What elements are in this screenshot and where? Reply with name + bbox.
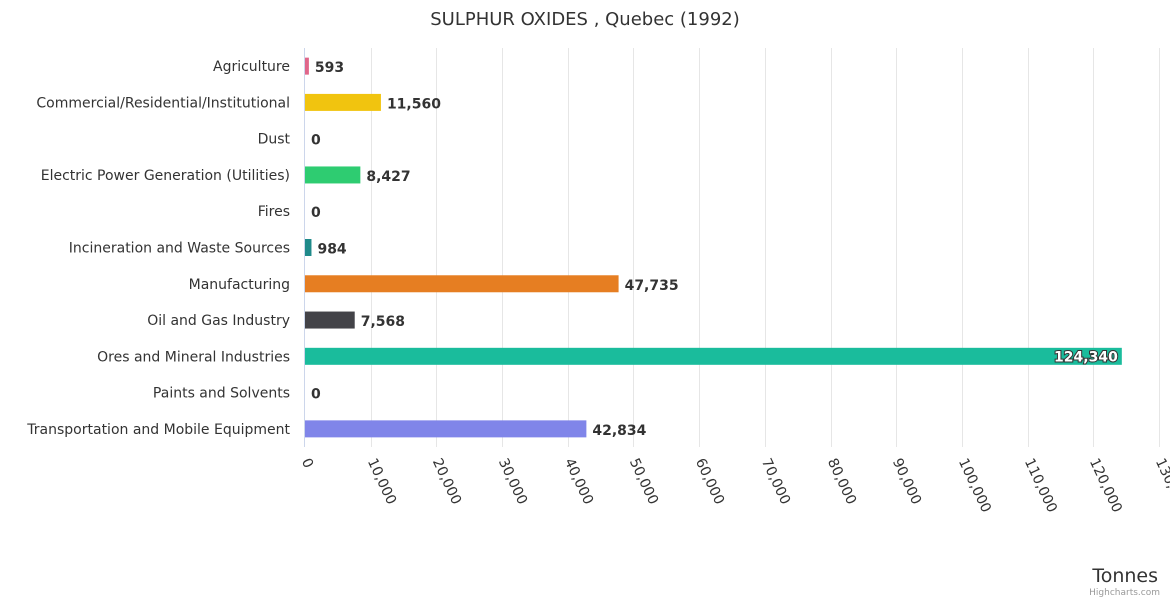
bar: [305, 420, 587, 438]
category-label: Electric Power Generation (Utilities): [41, 168, 290, 184]
bar: [305, 166, 361, 184]
data-label: 0: [311, 205, 321, 221]
bar: [305, 239, 312, 256]
gridlines: [371, 48, 1160, 447]
category-label: Ores and Mineral Industries: [97, 349, 290, 365]
data-labels: 593 11,560 0 8,427 0 984 47,735 7,568 124,340 0 42…: [311, 60, 1119, 439]
data-label: 124,340: [1054, 349, 1118, 365]
data-label: 11,560: [387, 96, 441, 112]
category-label: Incineration and Waste Sources: [69, 241, 290, 257]
category-label: Agriculture: [213, 59, 290, 75]
data-label: 7,568: [361, 314, 405, 330]
category-label: Fires: [258, 204, 290, 220]
category-label: Paints and Solvents: [153, 386, 290, 402]
data-label: 593: [315, 60, 344, 76]
category-label: Transportation and Mobile Equipment: [26, 422, 290, 438]
data-label: 0: [311, 387, 321, 403]
category-label: Oil and Gas Industry: [147, 313, 290, 329]
credits-link[interactable]: Highcharts.com: [1089, 588, 1160, 598]
chart-title: SULPHUR OXIDES , Quebec (1992): [430, 9, 740, 30]
data-label: 42,834: [592, 423, 646, 439]
bars: [305, 57, 1122, 438]
category-label: Dust: [258, 132, 291, 148]
data-label: 984: [317, 242, 346, 258]
bar: [305, 311, 355, 329]
data-label: 0: [311, 133, 321, 149]
value-axis-title: Tonnes: [1091, 565, 1158, 587]
data-label: 8,427: [366, 169, 410, 185]
category-label: Manufacturing: [189, 277, 290, 293]
category-label: Commercial/Residential/Institutional: [36, 95, 290, 111]
data-label: 47,735: [625, 278, 679, 294]
category-axis-labels: Agriculture Commercial/Residential/Instit…: [26, 59, 290, 438]
bar: [305, 275, 619, 293]
bar: [305, 347, 1122, 365]
bar: [305, 57, 309, 75]
bar: [305, 93, 381, 111]
